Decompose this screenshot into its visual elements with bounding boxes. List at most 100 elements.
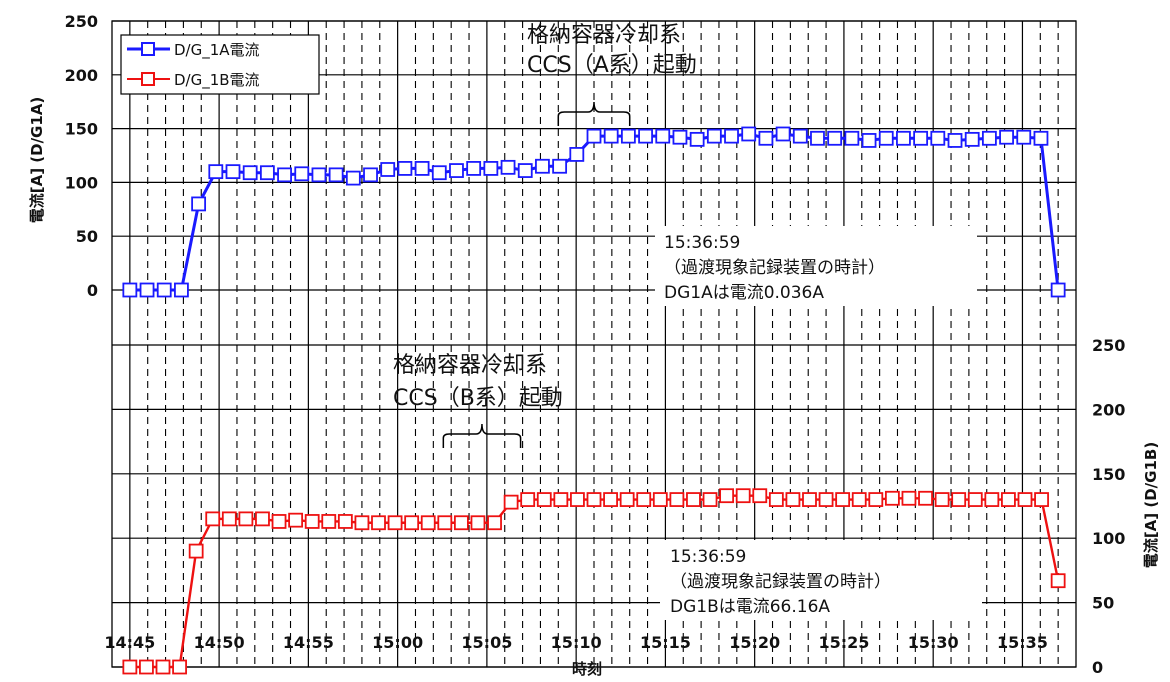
series-marker [947, 133, 963, 148]
bracket-ccs-b [442, 423, 522, 448]
series-marker [536, 492, 552, 507]
series-marker [835, 492, 851, 507]
x-tick-label: 14:55 [283, 633, 334, 652]
series-marker [735, 488, 751, 504]
series-marker [404, 515, 420, 531]
x-tick-label: 15:05 [461, 633, 512, 652]
x-tick-label: 15:10 [551, 633, 602, 652]
series-marker [981, 130, 997, 146]
series-marker [470, 515, 486, 531]
series-marker [896, 130, 911, 146]
series-marker [586, 492, 602, 507]
series-marker [122, 282, 138, 298]
series-marker [337, 514, 353, 529]
series-marker [1016, 129, 1032, 145]
series-marker [437, 515, 453, 531]
series-marker [1050, 282, 1066, 298]
series-marker [868, 492, 884, 507]
y-tick-label-left: 100 [65, 173, 98, 192]
series-marker [311, 167, 327, 183]
annotation-ccs-b-line1: 格納容器冷却系 [393, 353, 547, 378]
series-marker [603, 492, 618, 507]
series-marker [901, 490, 917, 506]
series-marker [304, 514, 320, 529]
legend-label-1b: D/G_1B電流 [174, 71, 260, 90]
series-marker [741, 126, 757, 142]
series-marker [414, 161, 430, 176]
series-marker [724, 128, 739, 144]
y-tick-label-right: 100 [1092, 529, 1125, 548]
series-marker [844, 130, 860, 146]
y-tick-label-left: 0 [87, 281, 98, 300]
x-tick-label: 15:30 [908, 633, 959, 652]
series-marker [122, 659, 138, 675]
series-marker [570, 492, 585, 507]
series-marker [669, 492, 685, 507]
series-marker [851, 492, 867, 507]
series-marker [951, 492, 967, 507]
series-marker [775, 126, 791, 142]
legend-marker-1b [141, 72, 155, 86]
series-marker [363, 167, 378, 183]
series-marker [431, 165, 447, 181]
series-marker [487, 515, 502, 531]
legend: D/G_1A電流 D/G_1B電流 [120, 34, 320, 95]
series-marker [810, 130, 825, 146]
series-marker [672, 129, 688, 145]
y-tick-label-left: 200 [65, 66, 98, 85]
note-b-line1: 15:36:59 [670, 547, 746, 567]
y-tick-label-left: 50 [76, 227, 98, 246]
y-axis-title-left: 電流[A] (D/G1A) [28, 97, 46, 224]
series-marker [619, 492, 635, 507]
note-b-line3: DG1Bは電流66.16A [670, 597, 830, 617]
series-marker [172, 659, 187, 675]
note-b-box [660, 540, 982, 620]
series-marker [652, 492, 668, 507]
series-marker [655, 128, 671, 144]
series-marker [205, 511, 221, 527]
note-a-line3: DG1Aは電流0.036A [664, 283, 824, 303]
series-marker [827, 130, 843, 146]
series-marker [191, 196, 207, 212]
series-marker [913, 130, 929, 146]
series-marker [689, 131, 705, 147]
series-marker [569, 147, 585, 162]
legend-label-1a: D/G_1A電流 [174, 41, 260, 60]
series-marker [453, 515, 469, 531]
series-marker [706, 128, 722, 144]
series-marker [785, 492, 801, 507]
series-marker [466, 161, 482, 176]
series-marker [387, 515, 403, 531]
series-marker [553, 492, 569, 507]
series-marker [686, 492, 701, 507]
series-marker [1017, 492, 1033, 507]
series-marker [552, 158, 568, 174]
note-a-line2: （過渡現象記録装置の時計） [664, 258, 885, 278]
y-tick-label-right: 150 [1092, 465, 1125, 484]
y-tick-label-right: 250 [1092, 336, 1125, 355]
y-tick-label-right: 200 [1092, 400, 1125, 419]
series-marker [238, 511, 254, 527]
series-marker [449, 163, 464, 178]
series-marker [861, 133, 877, 148]
series-marker [603, 128, 619, 144]
series-marker [636, 492, 652, 507]
series-marker [620, 128, 636, 144]
series-marker [918, 490, 933, 506]
series-marker [139, 659, 154, 675]
x-tick-label: 15:15 [640, 633, 691, 652]
series-marker [517, 163, 533, 178]
series-marker [255, 511, 270, 527]
series-marker [752, 488, 768, 504]
series-marker [188, 543, 204, 559]
series-marker [288, 512, 304, 528]
series-marker [259, 165, 275, 181]
series-marker [354, 515, 370, 531]
bracket-ccs-a [557, 101, 631, 126]
series-marker [380, 162, 396, 177]
series-marker [1001, 492, 1016, 507]
series-marker [1033, 130, 1049, 146]
annotation-brackets [442, 101, 631, 448]
series-marker [758, 130, 774, 146]
